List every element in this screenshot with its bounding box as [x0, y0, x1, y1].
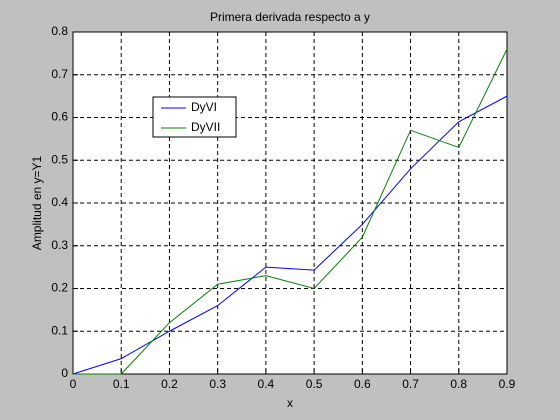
y-axis-label: Amplitud en y=Y1	[30, 155, 44, 250]
series-line	[73, 48, 508, 375]
y-tick-label: 0.3	[51, 238, 68, 252]
x-axis-label: x	[287, 396, 293, 410]
x-tick-label: 0.2	[161, 377, 178, 391]
series-line	[72, 95, 508, 375]
legend-label: DyVI	[191, 100, 217, 114]
x-tick-label: 0.9	[499, 377, 516, 391]
y-tick-label: 0.2	[51, 281, 68, 295]
x-tick-label: 0.1	[113, 377, 130, 391]
legend-label: DyVII	[191, 120, 220, 134]
x-tick-label: 0.8	[450, 377, 467, 391]
legend-box	[152, 96, 237, 138]
y-tick-label: 0.7	[51, 67, 68, 81]
x-tick-label: 0.4	[258, 377, 275, 391]
y-tick-label: 0.8	[51, 24, 68, 38]
x-tick-label: 0.6	[354, 377, 371, 391]
x-tick-label: 0.3	[209, 377, 226, 391]
x-tick-label: 0.7	[402, 377, 419, 391]
axes-box	[72, 31, 508, 375]
y-tick-label: 0.4	[51, 195, 68, 209]
x-tick-label: 0	[70, 377, 77, 391]
chart-title: Primera derivada respecto a y	[210, 10, 370, 24]
y-tick-label: 0.1	[51, 323, 68, 337]
x-tick-label: 0.5	[306, 377, 323, 391]
y-tick-label: 0.6	[51, 110, 68, 124]
y-tick-label: 0	[61, 366, 68, 380]
y-tick-label: 0.5	[51, 152, 68, 166]
